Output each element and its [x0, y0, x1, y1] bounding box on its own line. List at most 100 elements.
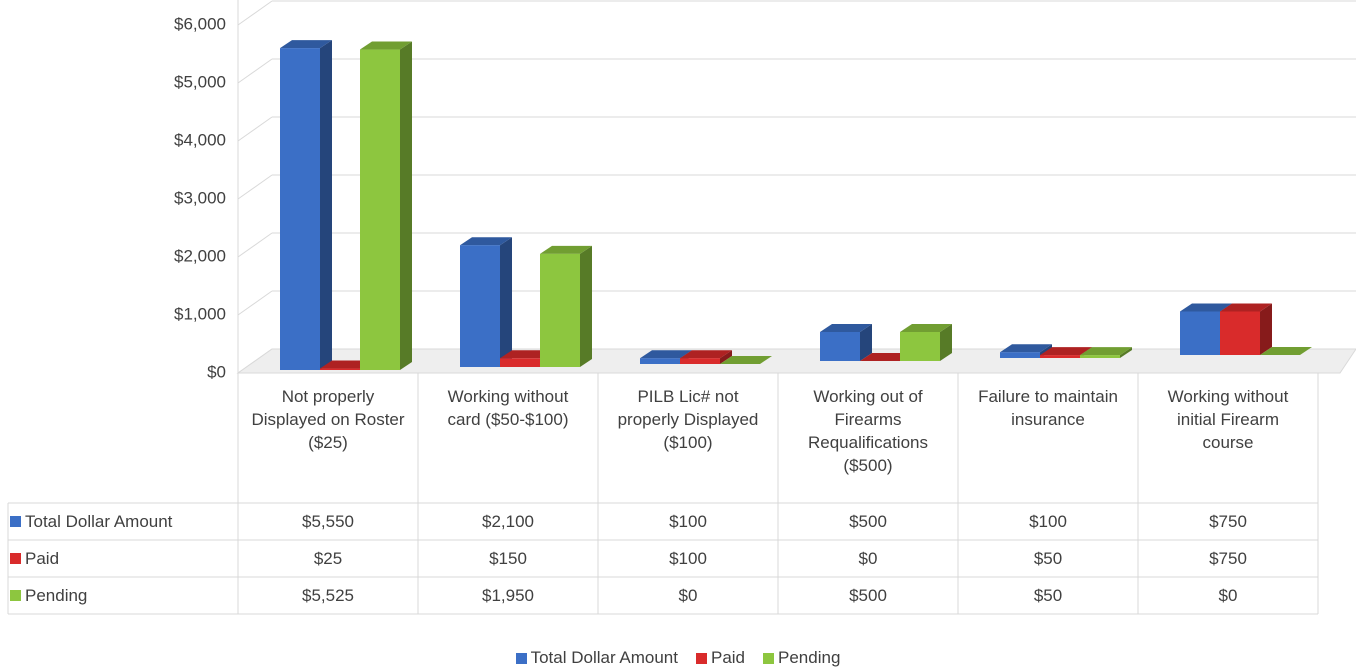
row-label-text: Pending: [25, 586, 88, 605]
bar: [1080, 355, 1120, 358]
bar: [500, 358, 540, 367]
legend-item: Paid: [695, 648, 746, 668]
bar-top: [860, 353, 912, 361]
bar-top: [1220, 303, 1272, 312]
bar-top: [1000, 344, 1052, 353]
bar-side: [580, 245, 592, 367]
bar-top: [1080, 347, 1132, 356]
y-tick-label: $4,000: [174, 130, 226, 149]
category-label: Working without initial Firearm course: [1167, 387, 1289, 452]
y-tick-label: $6,000: [174, 14, 226, 33]
bar: [1000, 352, 1040, 358]
grid-line: [237, 116, 273, 142]
table-value: $50: [1033, 549, 1063, 568]
legend-key: [763, 652, 775, 664]
bar: [1220, 311, 1260, 355]
table-value: $500: [849, 586, 887, 605]
table-value: $0: [678, 586, 698, 605]
y-tick-label: $1,000: [174, 304, 226, 323]
bar-top: [1260, 347, 1312, 355]
legend-label: Pending: [778, 648, 841, 667]
bar-side: [1120, 347, 1132, 358]
table-value: $5,550: [302, 512, 354, 531]
bar-top: [1180, 303, 1232, 312]
bar: [1040, 355, 1080, 358]
category-label: Failure to maintain insurance: [978, 387, 1118, 429]
table-value: $5,525: [302, 586, 354, 605]
grid-line: [237, 290, 273, 316]
y-tick-label: $2,000: [174, 246, 226, 265]
bar-top: [360, 41, 412, 50]
bar: [900, 332, 940, 361]
category-label: Not properly Displayed on Roster ($25): [251, 387, 405, 452]
bar: [680, 358, 720, 364]
table-value: $750: [1209, 512, 1247, 531]
legend-key: [10, 590, 21, 601]
bar: [460, 245, 500, 367]
bar: [320, 368, 360, 370]
bar-top: [500, 350, 552, 359]
bar-side: [860, 324, 872, 361]
legend-item: Total Dollar Amount: [515, 648, 678, 668]
table-value: $100: [669, 549, 707, 568]
legend-key: [695, 652, 707, 664]
table-value: $750: [1209, 549, 1247, 568]
table-value: $0: [1218, 586, 1238, 605]
bar-side: [720, 350, 732, 364]
bar: [820, 332, 860, 361]
bar-side: [1260, 303, 1272, 355]
legend-label: Total Dollar Amount: [530, 648, 678, 667]
table-value: $2,100: [482, 512, 534, 531]
legend-item: Pending: [763, 648, 840, 668]
grid-line: [237, 58, 273, 84]
grid-line: [237, 174, 273, 200]
bar-top: [460, 237, 512, 246]
table-value: $500: [849, 512, 887, 531]
bar-top: [540, 245, 592, 254]
row-label-text: Total Dollar Amount: [25, 512, 173, 531]
legend-key: [515, 652, 527, 664]
bar-top: [900, 324, 952, 332]
table-value: $50: [1033, 586, 1063, 605]
bar-top: [1040, 347, 1092, 356]
bar-top: [640, 350, 692, 359]
row-label: Total Dollar Amount: [10, 503, 236, 540]
y-tick-label: $5,000: [174, 72, 226, 91]
row-label: Paid: [10, 540, 236, 577]
bar-side: [320, 40, 332, 370]
legend-key: [10, 516, 21, 527]
legend-key: [10, 553, 21, 564]
bar: [540, 253, 580, 367]
y-tick-label: $0: [207, 362, 226, 381]
category-label: Working without card ($50-$100): [447, 387, 569, 429]
bar: [1180, 311, 1220, 355]
bar: [280, 48, 320, 370]
y-tick-label: $3,000: [174, 188, 226, 207]
bar: [640, 358, 680, 364]
table-value: $100: [669, 512, 707, 531]
table-value: $25: [313, 549, 343, 568]
legend: Total Dollar Amount Paid Pending: [0, 646, 1356, 670]
grid-line: [237, 232, 273, 258]
bar-side: [400, 41, 412, 371]
bar-top: [320, 360, 372, 369]
bar-top: [280, 40, 332, 49]
bar-side: [500, 237, 512, 367]
row-label: Pending: [10, 577, 236, 614]
bar-top: [680, 350, 732, 359]
legend-label: Paid: [710, 648, 746, 667]
category-label: Working out of Firearms Requalifications…: [807, 387, 928, 475]
bar-top: [720, 356, 772, 364]
bar-top: [820, 324, 872, 332]
category-label: PILB Lic# not properly Displayed ($100): [617, 387, 759, 452]
bar-side: [940, 324, 952, 361]
grid-line: [237, 0, 273, 26]
table-value: $150: [489, 549, 527, 568]
table-value: $0: [858, 549, 878, 568]
row-label-text: Paid: [25, 549, 60, 568]
table-value: $100: [1029, 512, 1067, 531]
bar: [360, 49, 400, 371]
table-value: $1,950: [482, 586, 534, 605]
